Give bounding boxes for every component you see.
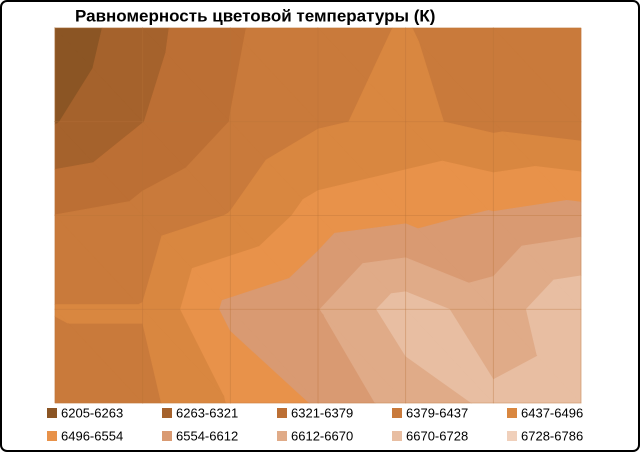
- legend-label: 6554-6612: [176, 428, 238, 443]
- legend-label: 6496-6554: [61, 428, 123, 443]
- legend-swatch: [392, 408, 402, 418]
- legend-label: 6379-6437: [406, 405, 468, 420]
- contour-band: [142, 308, 227, 404]
- contour-band: [54, 308, 143, 324]
- legend-swatch: [392, 431, 402, 441]
- contour-band: [493, 355, 582, 404]
- contour-band: [54, 304, 144, 310]
- legend-swatch: [507, 408, 517, 418]
- contour-band: [323, 315, 407, 404]
- legend-label: 6321-6379: [291, 405, 353, 420]
- legend-label: 6205-6263: [61, 405, 123, 420]
- legend-swatch: [277, 431, 287, 441]
- contour-band: [405, 308, 495, 404]
- contour-band: [223, 395, 232, 404]
- contour-band: [230, 308, 319, 404]
- legend-swatch: [277, 408, 287, 418]
- plot-area: [54, 27, 582, 404]
- legend-label: 6437-6496: [521, 405, 583, 420]
- legend-label: 6263-6321: [176, 405, 238, 420]
- legend: 6205-6263 6263-6321 6321-6379 6379-6437 6437…: [47, 405, 583, 443]
- legend-label: 6612-6670: [291, 428, 353, 443]
- legend-swatch: [162, 408, 172, 418]
- legend-swatch: [47, 408, 57, 418]
- legend-label: 6728-6786: [521, 428, 583, 443]
- legend-swatch: [507, 431, 517, 441]
- legend-label: 6670-6728: [406, 428, 468, 443]
- legend-swatch: [162, 431, 172, 441]
- contour-band: [54, 308, 69, 324]
- chart-title: Равномерность цветовой температуры (К): [75, 6, 435, 25]
- legend-swatch: [47, 431, 57, 441]
